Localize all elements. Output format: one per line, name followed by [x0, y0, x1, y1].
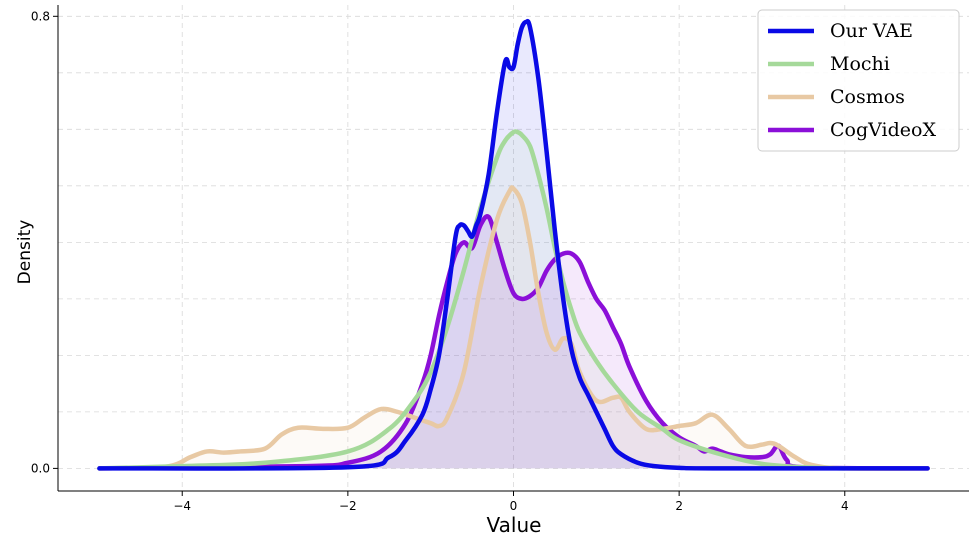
- fill-our-vae: [99, 21, 928, 469]
- x-tick-label: 2: [675, 499, 683, 513]
- density-fills: [99, 21, 928, 469]
- x-tick-label: −4: [173, 499, 191, 513]
- legend: Our VAE Mochi Cosmos CogVideoX: [757, 9, 960, 152]
- legend-label-cogvideox: CogVideoX: [830, 119, 936, 141]
- legend-label-our-vae: Our VAE: [830, 20, 913, 42]
- legend-label-cosmos: Cosmos: [830, 86, 905, 108]
- series-line-our-vae: [97, 18, 930, 471]
- x-axis-title: Value: [487, 513, 542, 537]
- y-tick-label: 0.0: [31, 461, 50, 475]
- x-tick-label: 0: [510, 499, 518, 513]
- fill-cogvideox: [99, 216, 928, 469]
- y-tick-label: 0.8: [31, 9, 50, 23]
- fill-cosmos: [99, 187, 928, 469]
- fill-mochi: [99, 131, 845, 469]
- density-lines: [97, 18, 930, 471]
- series-line-mochi: [97, 129, 848, 471]
- y-axis-title: Density: [15, 220, 35, 285]
- x-tick-label: −2: [339, 499, 357, 513]
- legend-frame: [757, 9, 960, 152]
- legend-label-mochi: Mochi: [830, 53, 890, 75]
- x-tick-label: 4: [841, 499, 849, 513]
- ticks: −4 −2 0 2 4 0.0 0.8: [31, 9, 849, 513]
- series-line-cosmos: [97, 185, 930, 471]
